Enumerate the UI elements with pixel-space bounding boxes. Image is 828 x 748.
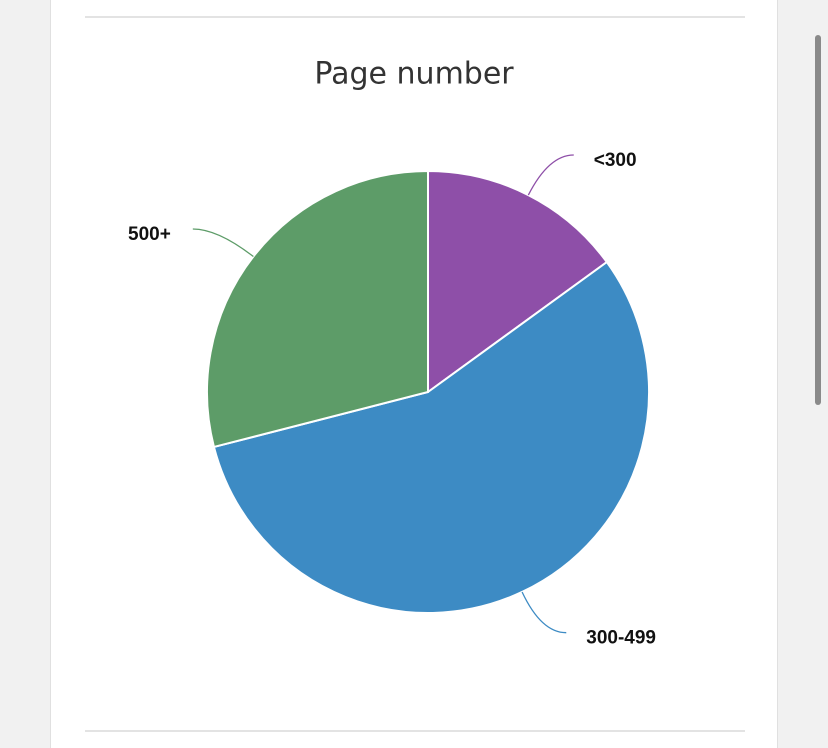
leader-line <box>521 591 567 634</box>
scrollbar[interactable] <box>815 35 821 405</box>
pie-slice <box>212 260 650 614</box>
pie-slice <box>427 169 609 394</box>
pie-slice <box>206 169 429 449</box>
slice-label: <300 <box>594 150 637 171</box>
slice-label: 300-499 <box>586 628 656 649</box>
leader-line <box>527 154 574 196</box>
chart-title: Page number <box>314 57 514 92</box>
leader-line <box>192 228 254 258</box>
slice-label: 500+ <box>128 224 171 245</box>
